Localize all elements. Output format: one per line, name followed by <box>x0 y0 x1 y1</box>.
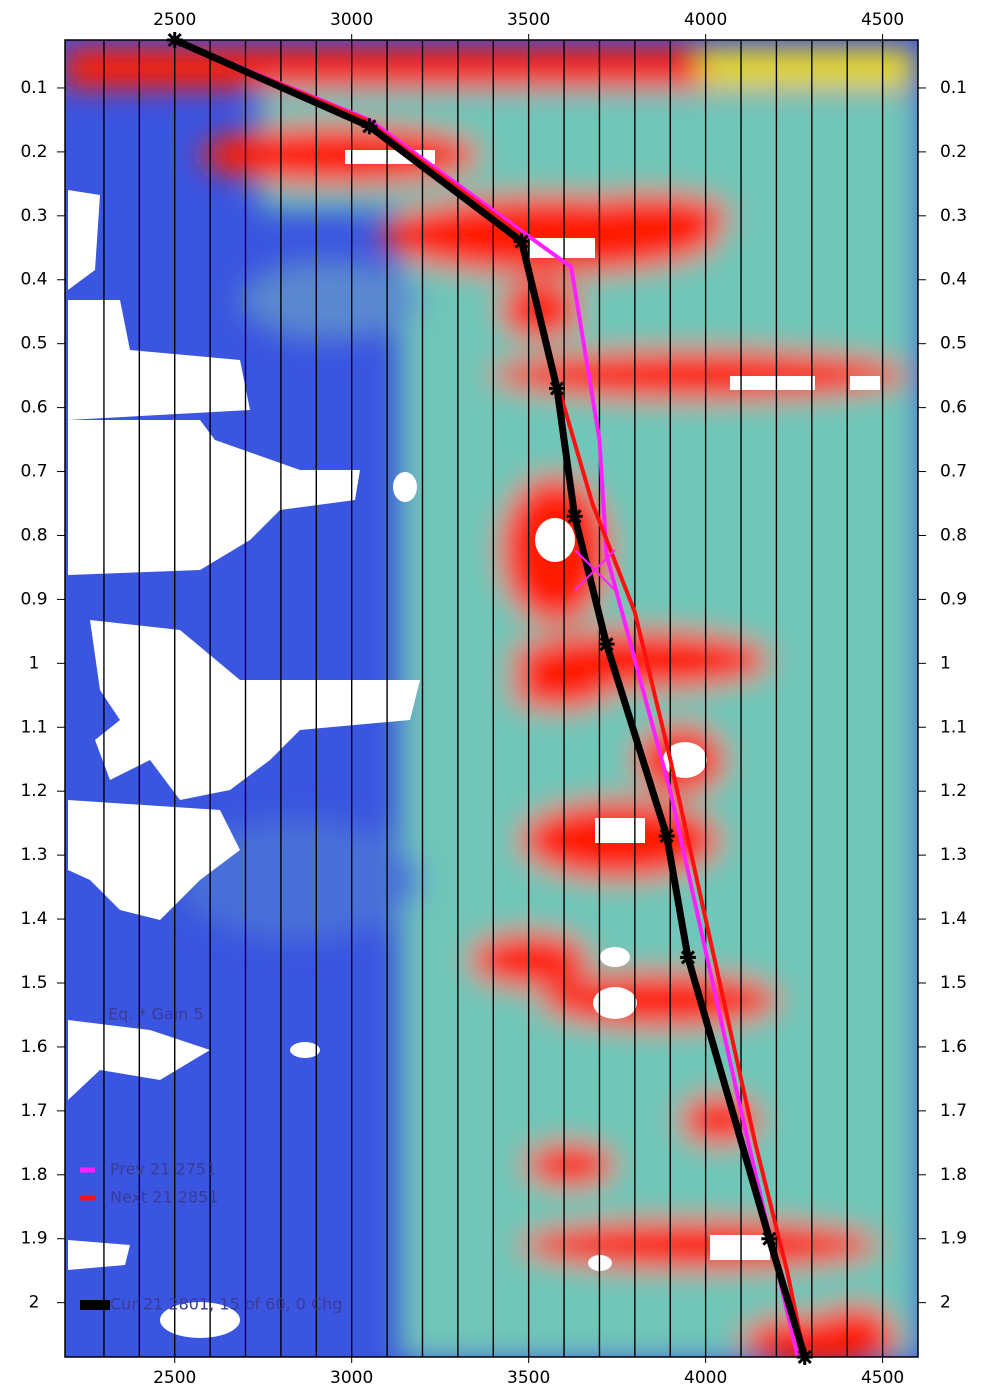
x-tick-label: 2500 <box>153 10 196 30</box>
y-tick-label: 2 <box>29 1293 40 1313</box>
y-tick-label: 1.2 <box>940 781 967 801</box>
y-tick-label: 1.4 <box>20 909 47 929</box>
plot-frame <box>64 39 919 1358</box>
velocity-line <box>173 38 807 1358</box>
x-tick-label: 4000 <box>684 10 727 30</box>
y-tick-label: 1.6 <box>20 1037 47 1057</box>
y-tick-label: 0.7 <box>20 462 47 482</box>
pick-marker <box>513 233 530 250</box>
y-tick-label: 1.6 <box>940 1037 967 1057</box>
y-tick-label: 1.3 <box>20 845 47 865</box>
y-tick-label: 1.5 <box>940 973 967 993</box>
y-tick-label: 1.3 <box>940 845 967 865</box>
y-tick-label: 0.9 <box>20 589 47 609</box>
pick-marker <box>658 827 675 844</box>
pick-marker <box>548 380 565 397</box>
legend-label: Cur 21 2801, 15 of 60, 0 Chg <box>110 1295 343 1314</box>
x-tick-label: 3000 <box>330 10 373 30</box>
y-tick-label: 0.4 <box>940 270 967 290</box>
y-tick-label: 1.4 <box>940 909 967 929</box>
y-tick-label: 0.3 <box>20 206 47 226</box>
y-tick-label: 1.1 <box>940 717 967 737</box>
x-tick-label: 3000 <box>330 1368 373 1388</box>
pick-marker <box>361 118 378 135</box>
y-tick-label: 0.7 <box>940 462 967 482</box>
y-tick-label: 1.8 <box>20 1165 47 1185</box>
y-tick-label: 0.9 <box>940 589 967 609</box>
y-tick-label: 1.9 <box>20 1229 47 1249</box>
pick-marker <box>598 636 615 653</box>
y-tick-label: 0.8 <box>940 525 967 545</box>
y-tick-label: 1 <box>29 653 40 673</box>
y-tick-label: 1.1 <box>20 717 47 737</box>
y-tick-label: 1.2 <box>20 781 47 801</box>
y-tick-label: 1.9 <box>940 1229 967 1249</box>
x-tick-label: 4500 <box>861 1368 904 1388</box>
x-tick-label: 2500 <box>153 1368 196 1388</box>
y-tick-label: 0.6 <box>20 398 47 418</box>
y-tick-label: 1.7 <box>940 1101 967 1121</box>
annotation: Eq. * Gain 5 <box>108 1005 204 1024</box>
y-tick-label: 0.5 <box>940 334 967 354</box>
y-tick-label: 0.6 <box>940 398 967 418</box>
y-tick-label: 0.4 <box>20 270 47 290</box>
x-tick-label: 4500 <box>861 10 904 30</box>
pick-marker <box>761 1230 778 1247</box>
velocity-line <box>173 38 800 1358</box>
y-tick-label: 1.8 <box>940 1165 967 1185</box>
velocity-line <box>173 36 809 1359</box>
y-tick-label: 1.7 <box>20 1101 47 1121</box>
y-tick-label: 1.5 <box>20 973 47 993</box>
y-tick-label: 0.2 <box>20 142 47 162</box>
x-tick-label: 3500 <box>507 10 550 30</box>
x-tick-label: 3500 <box>507 1368 550 1388</box>
pick-cursor <box>574 549 616 591</box>
y-tick-label: 0.2 <box>940 142 967 162</box>
legend-label: Next 21 2851 <box>110 1188 219 1207</box>
pick-marker <box>566 508 583 525</box>
y-tick-label: 0.5 <box>20 334 47 354</box>
y-tick-label: 0.1 <box>20 78 47 98</box>
y-tick-label: 0.3 <box>940 206 967 226</box>
y-tick-label: 0.8 <box>20 525 47 545</box>
legend-label: Prev 21 2751 <box>110 1160 216 1179</box>
y-tick-label: 0.1 <box>940 78 967 98</box>
y-tick-label: 2 <box>940 1293 951 1313</box>
x-tick-label: 4000 <box>684 1368 727 1388</box>
y-tick-label: 1 <box>940 653 951 673</box>
pick-marker <box>679 949 696 966</box>
